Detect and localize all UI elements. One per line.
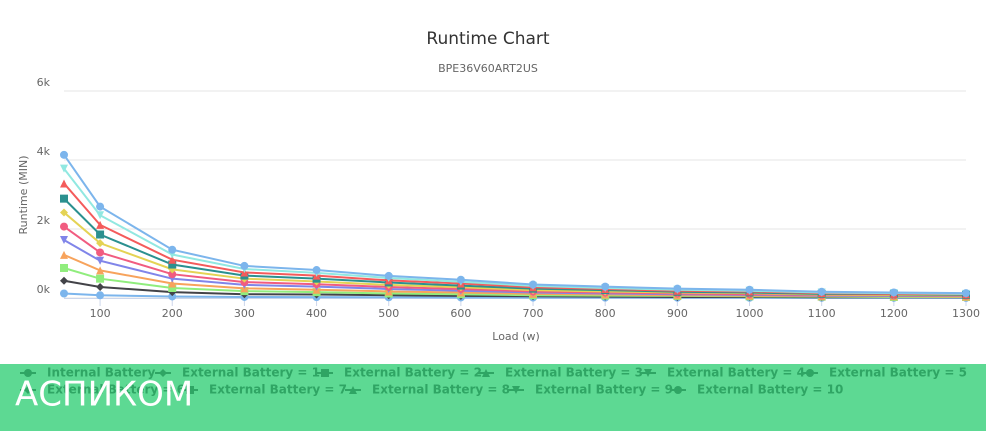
- marker: [60, 164, 68, 173]
- y-tick-label: 6k: [37, 76, 51, 89]
- marker: [168, 260, 177, 269]
- marker: [512, 386, 520, 394]
- marker: [168, 279, 177, 288]
- marker: [312, 266, 321, 275]
- x-tick-label: 300: [234, 307, 255, 320]
- marker: [349, 386, 357, 394]
- x-tick-label: 500: [378, 307, 399, 320]
- marker: [674, 386, 682, 394]
- marker: [159, 369, 167, 377]
- marker: [321, 369, 329, 377]
- y-axis-title: Runtime (MIN): [17, 156, 30, 235]
- marker: [482, 369, 490, 377]
- marker: [60, 222, 68, 231]
- marker: [96, 266, 105, 275]
- marker: [96, 239, 105, 248]
- y-tick-label: 0k: [37, 283, 51, 296]
- marker: [96, 202, 105, 211]
- x-tick-label: 400: [306, 307, 327, 320]
- x-tick-label: 1300: [952, 307, 980, 320]
- marker: [817, 287, 826, 296]
- marker: [60, 208, 68, 217]
- marker: [96, 230, 105, 239]
- marker: [60, 194, 68, 203]
- x-tick-label: 900: [667, 307, 688, 320]
- x-tick-label: 700: [523, 307, 544, 320]
- marker: [644, 369, 652, 377]
- x-tick-label: 1000: [736, 307, 764, 320]
- legend-label: External Battery = 9: [535, 383, 673, 397]
- legend-label: External Battery = 8: [372, 383, 510, 397]
- legend-label: External Battery = 7: [209, 383, 347, 397]
- marker: [168, 292, 177, 301]
- marker: [168, 283, 177, 292]
- x-tick-label: 1200: [880, 307, 908, 320]
- marker: [456, 275, 465, 284]
- series-line: [63, 168, 967, 295]
- legend-label: External Battery = 5: [829, 366, 967, 380]
- x-tick-label: 100: [90, 307, 111, 320]
- x-axis-title: Load (w): [492, 330, 539, 343]
- marker: [806, 369, 814, 377]
- marker: [60, 150, 68, 159]
- watermark: АСПИКОМ: [15, 375, 193, 415]
- marker: [889, 288, 898, 297]
- marker: [96, 220, 105, 229]
- marker: [168, 255, 177, 264]
- marker: [745, 285, 754, 294]
- marker: [60, 250, 68, 259]
- marker: [96, 291, 105, 300]
- marker: [240, 261, 249, 270]
- marker: [962, 289, 970, 298]
- marker: [24, 386, 32, 394]
- marker: [96, 248, 105, 257]
- marker: [60, 276, 68, 285]
- marker: [60, 289, 68, 298]
- marker: [168, 245, 177, 254]
- y-tick-label: 4k: [37, 145, 51, 158]
- marker: [384, 271, 393, 280]
- chart-title: Runtime Chart: [426, 29, 549, 49]
- x-tick-label: 1100: [808, 307, 836, 320]
- legend-label: External Battery = 10: [697, 383, 843, 397]
- marker: [60, 179, 68, 188]
- marker: [96, 211, 105, 220]
- series-line: [63, 154, 967, 295]
- marker: [96, 256, 105, 265]
- chart-subtitle: BPE36V60ART2US: [438, 62, 538, 75]
- legend-label: External Battery = 1: [182, 366, 320, 380]
- legend-label: External Battery = 4: [667, 366, 805, 380]
- x-tick-label: 600: [450, 307, 471, 320]
- marker: [60, 263, 68, 272]
- legend-label: External Battery = 6: [47, 383, 185, 397]
- marker: [529, 280, 538, 289]
- marker: [168, 270, 177, 279]
- marker: [24, 369, 32, 377]
- marker: [96, 282, 105, 291]
- marker: [673, 284, 682, 293]
- y-tick-label: 2k: [37, 214, 51, 227]
- x-tick-label: 800: [595, 307, 616, 320]
- marker: [601, 282, 610, 291]
- marker: [186, 386, 194, 394]
- legend: Internal Battery External Battery = 1 Exte…: [20, 366, 967, 397]
- marker: [96, 274, 105, 283]
- marker: [60, 236, 68, 245]
- x-tick-label: 200: [162, 307, 183, 320]
- plot-area: 0k 2k 4k 6k 100 200 300 400 500 600 700 800 900 1000 1…: [37, 76, 980, 320]
- legend-label: External Battery = 2: [344, 366, 482, 380]
- legend-label: Internal Battery: [47, 366, 156, 380]
- legend-label: External Battery = 3: [505, 366, 643, 380]
